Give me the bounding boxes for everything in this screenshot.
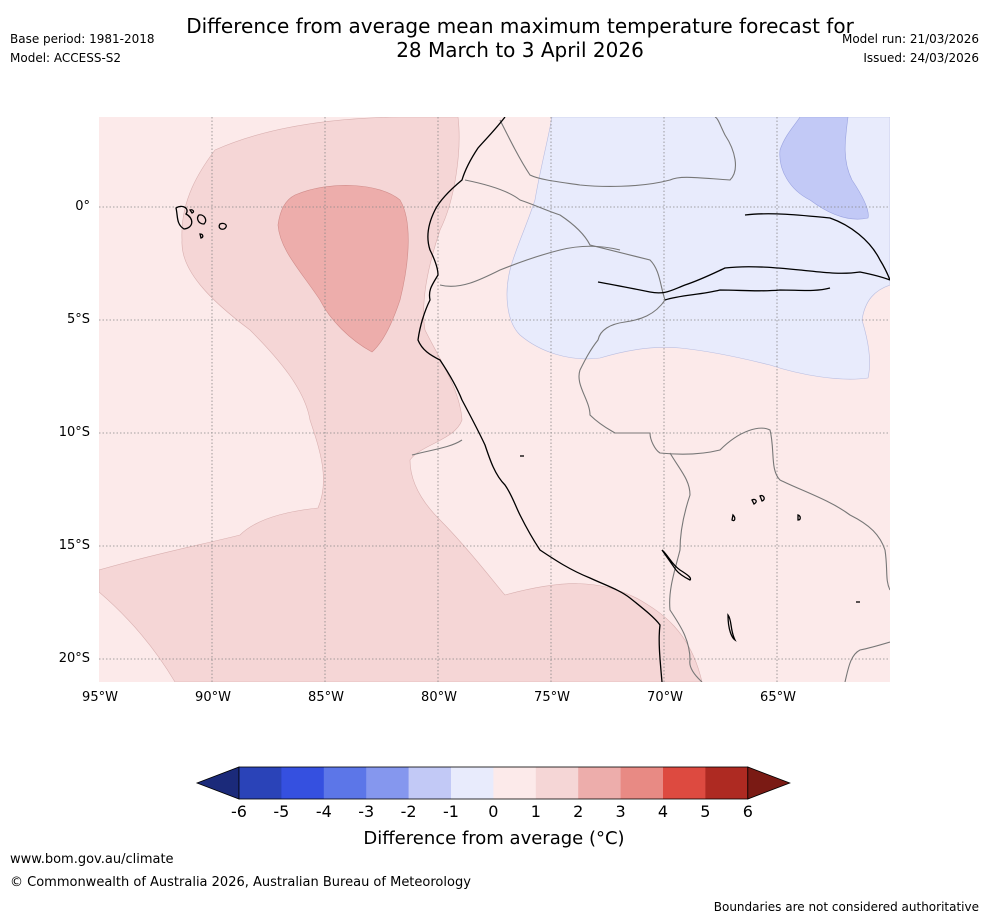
- lat-label-0: 0°: [75, 199, 90, 214]
- colorbar: [195, 766, 791, 800]
- lon-label-65w: 65°W: [760, 690, 796, 705]
- colorbar-segment: [408, 767, 452, 799]
- colorbar-arrow-low: [195, 766, 240, 800]
- colorbar-tick-label: 1: [530, 802, 541, 821]
- colorbar-segment: [281, 767, 325, 799]
- anomaly-region-neg2-neg1: [779, 117, 869, 220]
- lat-label-20s: 20°S: [58, 651, 90, 666]
- colorbar-tick-label: -6: [231, 802, 247, 821]
- colorbar-tick-label: -5: [273, 802, 290, 821]
- coastline: [175, 117, 890, 682]
- lon-label-70w: 70°W: [647, 690, 683, 705]
- colorbar-label: Difference from average (°C): [363, 828, 625, 849]
- anomaly-map: [99, 117, 890, 682]
- base-period: Base period: 1981-2018: [10, 32, 155, 46]
- issued-date: Issued: 24/03/2026: [863, 51, 979, 65]
- colorbar-segment: [535, 767, 579, 799]
- lat-label-10s: 10°S: [58, 425, 90, 440]
- lat-label-5s: 5°S: [66, 312, 90, 327]
- colorbar-segment: [705, 767, 749, 799]
- colorbar-segment: [451, 767, 494, 799]
- colorbar-segment: [663, 767, 706, 799]
- anomaly-region-2-3: [277, 185, 409, 353]
- anomaly-region-1-2: [99, 117, 703, 682]
- colorbar-segment: [366, 767, 410, 799]
- colorbar-tick-label: 4: [657, 802, 669, 821]
- colorbar-tick-label: 0: [488, 802, 499, 821]
- colorbar-tick-label: -4: [315, 802, 332, 821]
- colorbar-tick-label: 6: [742, 802, 753, 821]
- colorbar-tick-label: -1: [443, 802, 459, 821]
- colorbar-tick-label: -3: [358, 802, 375, 821]
- footer-copyright: © Commonwealth of Australia 2026, Austra…: [10, 875, 471, 890]
- graticule: [99, 117, 890, 682]
- colorbar-segment: [620, 767, 664, 799]
- colorbar-segment: [493, 767, 537, 799]
- colorbar-arrow-high: [747, 766, 791, 800]
- country-borders: [411, 117, 890, 682]
- footer-url[interactable]: www.bom.gov.au/climate: [10, 852, 174, 867]
- model-run: Model run: 21/03/2026: [841, 32, 979, 46]
- lon-label-75w: 75°W: [534, 690, 570, 705]
- colorbar-segment: [323, 767, 367, 799]
- title-line-1: Difference from average mean maximum tem…: [186, 14, 854, 38]
- colorbar-tick-label: 2: [573, 802, 584, 821]
- colorbar-tick-label: -2: [400, 802, 417, 821]
- colorbar-tick-label: 3: [615, 802, 626, 821]
- colorbar-segment: [578, 767, 622, 799]
- colorbar-segment: [239, 767, 282, 799]
- lon-label-80w: 80°W: [421, 690, 457, 705]
- model-name: Model: ACCESS-S2: [10, 51, 122, 65]
- lon-label-85w: 85°W: [308, 690, 344, 705]
- footer-disclaimer: Boundaries are not considered authoritat…: [713, 900, 979, 914]
- colorbar-tick-label: 5: [700, 802, 711, 821]
- lat-label-15s: 15°S: [58, 538, 90, 553]
- lon-label-90w: 90°W: [195, 690, 231, 705]
- title-line-2: 28 March to 3 April 2026: [396, 38, 644, 62]
- lon-label-95w: 95°W: [82, 690, 118, 705]
